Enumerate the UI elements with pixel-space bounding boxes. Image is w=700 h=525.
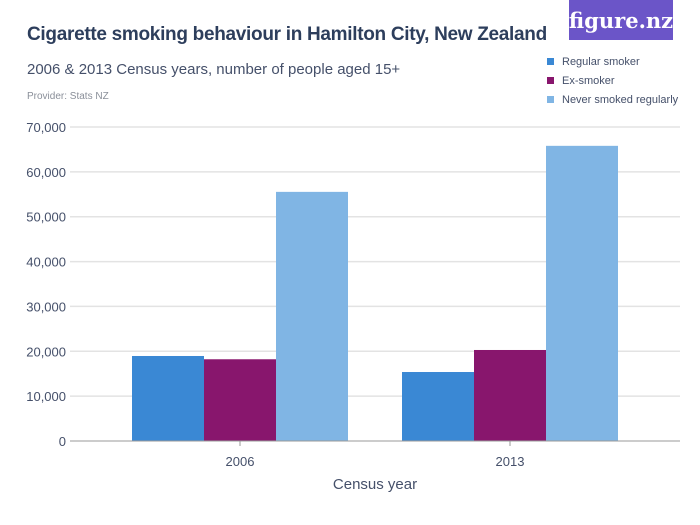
legend-item: Regular smoker [547, 52, 678, 71]
legend-label: Never smoked regularly [562, 93, 679, 106]
logo-text: figure.nz [568, 7, 674, 33]
y-tick-label: 70,000 [26, 120, 66, 135]
legend-item: Never smoked regularly [547, 90, 678, 109]
bar [276, 191, 348, 441]
chart-title: Cigarette smoking behaviour in Hamilton … [27, 24, 547, 45]
x-tick-label: 2006 [226, 454, 255, 469]
y-tick-label: 10,000 [26, 389, 66, 404]
bar [204, 359, 276, 441]
legend-swatch [547, 58, 554, 65]
y-tick-label: 50,000 [26, 210, 66, 225]
bar [132, 355, 204, 441]
chart-subtitle: 2006 & 2013 Census years, number of peop… [27, 61, 401, 78]
legend: Regular smoker Ex-smoker Never smoked re… [547, 52, 678, 109]
y-tick-label: 60,000 [26, 165, 66, 180]
y-tick-label: 30,000 [26, 299, 66, 314]
legend-label: Regular smoker [562, 55, 640, 68]
y-tick-label: 20,000 [26, 344, 66, 359]
legend-item: Ex-smoker [547, 71, 678, 90]
bar [546, 145, 618, 441]
x-axis-label: Census year [333, 476, 417, 493]
legend-swatch [547, 96, 554, 103]
legend-swatch [547, 77, 554, 84]
bar [474, 349, 546, 441]
provider: Provider: Stats NZ [27, 91, 109, 102]
x-tick-label: 2013 [496, 454, 525, 469]
figure-nz-logo[interactable]: figure.nz [569, 0, 673, 40]
y-tick-label: 0 [59, 434, 66, 449]
bar [402, 372, 474, 441]
y-tick-label: 40,000 [26, 255, 66, 270]
legend-label: Ex-smoker [562, 74, 615, 87]
